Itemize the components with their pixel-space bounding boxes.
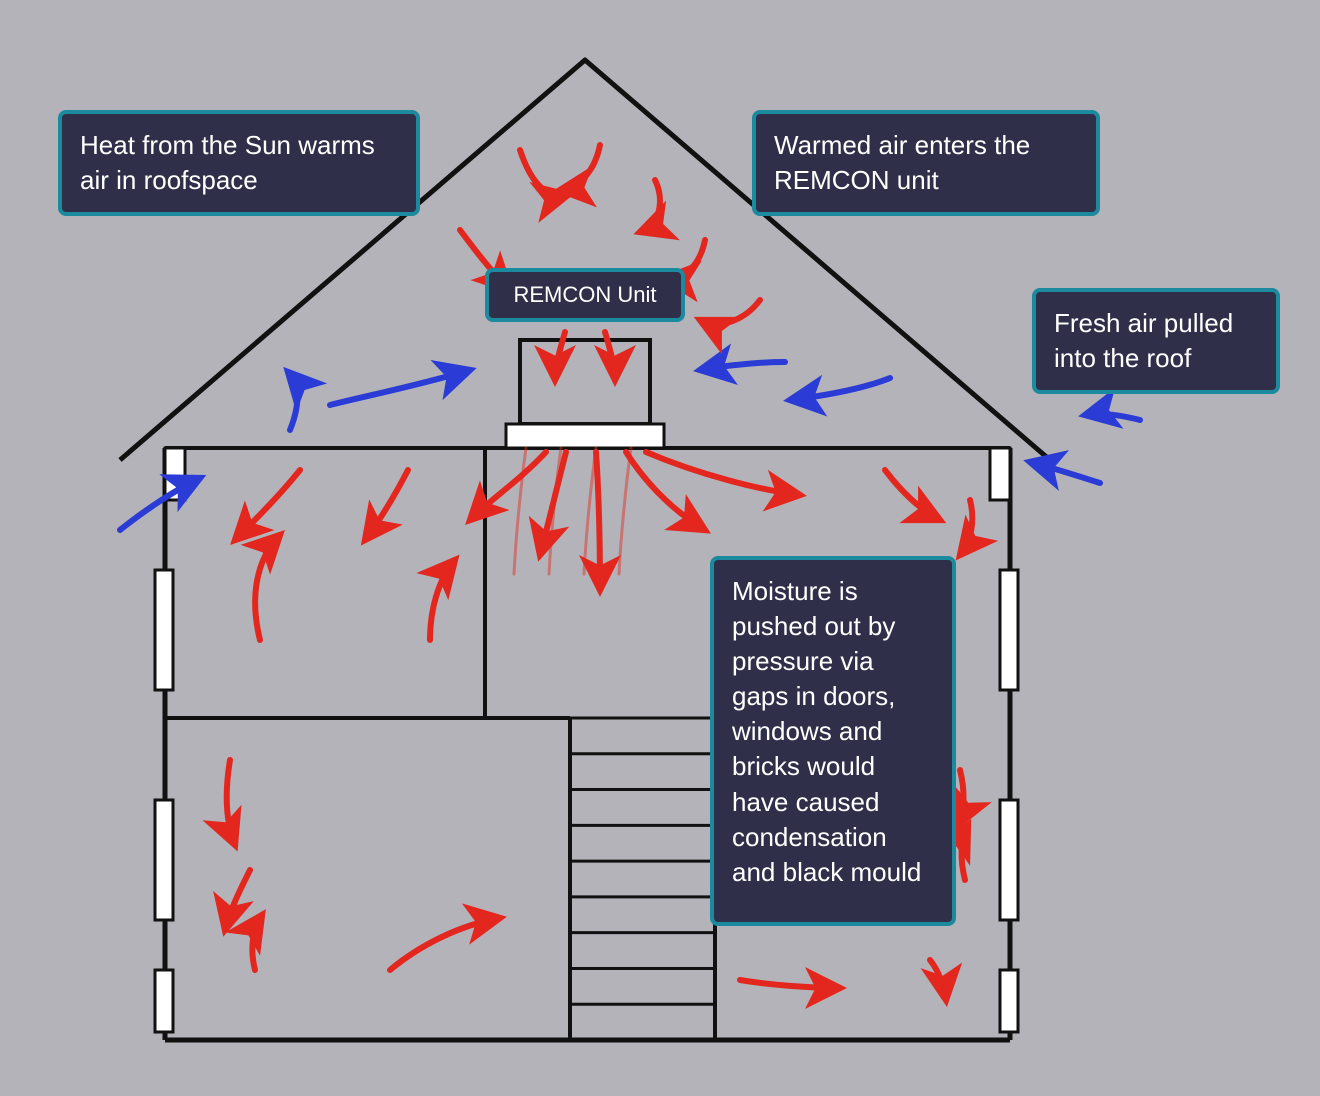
callout-warmed-air: Warmed air enters the REMCON unit [752,110,1100,216]
callout-heat-sun: Heat from the Sun warms air in roofspace [58,110,420,216]
diagram-stage: Heat from the Sun warms air in roofspace… [0,0,1320,1096]
callout-fresh-air: Fresh air pulled into the roof [1032,288,1280,394]
callout-moisture: Moisture is pushed out by pressure via g… [710,556,956,926]
remcon-unit-layer [506,340,664,448]
callout-unit-label: REMCON Unit [485,268,685,322]
